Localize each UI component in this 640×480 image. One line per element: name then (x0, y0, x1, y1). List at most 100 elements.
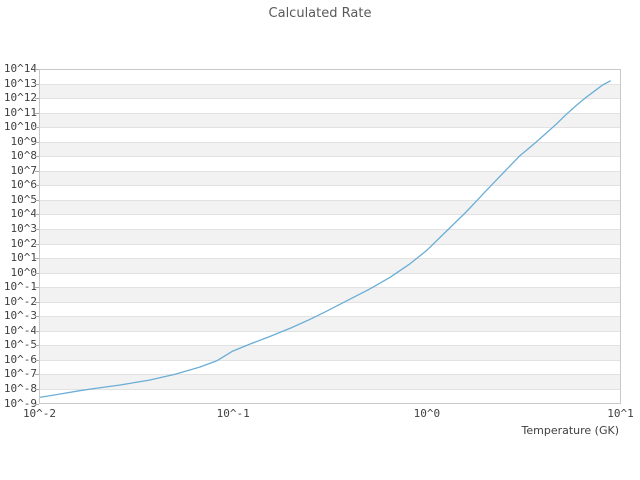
y-tick-label: 10^7 (10, 163, 38, 177)
y-tick-mark (35, 228, 39, 230)
x-tick-label: 10^0 (413, 407, 441, 420)
y-tick-label: 10^2 (10, 236, 38, 250)
y-tick-mark (35, 316, 39, 318)
y-tick-label: 10^3 (10, 221, 38, 235)
grid-band (39, 199, 621, 215)
y-tick-mark (35, 112, 39, 114)
y-gridline (39, 359, 621, 361)
y-gridline (39, 345, 621, 347)
y-tick-mark (35, 127, 39, 129)
y-tick-label: 10^6 (10, 178, 38, 192)
y-tick-label: 10^-6 (3, 352, 37, 366)
y-tick-label: 10^-7 (3, 367, 37, 381)
grid-band (39, 243, 621, 259)
grid-band (39, 258, 621, 273)
grid-band (39, 214, 621, 229)
y-gridline (39, 127, 621, 129)
grid-band (39, 374, 621, 389)
grid-band (39, 316, 621, 331)
y-tick-label: 10^4 (10, 207, 38, 221)
y-gridline (39, 374, 621, 376)
grid-band (39, 127, 621, 142)
y-tick-mark (35, 98, 39, 100)
y-tick-mark (35, 301, 39, 303)
x-tick-label: 10^1 (607, 407, 634, 420)
y-tick-mark (35, 345, 39, 347)
y-tick-label: 10^-2 (3, 294, 37, 308)
x-tick-label: 10^-1 (216, 407, 250, 420)
y-tick-label: 10^13 (3, 76, 37, 90)
y-tick-mark (35, 243, 39, 245)
grid-band (39, 345, 621, 360)
y-tick-mark (35, 69, 39, 70)
grid-band (39, 330, 621, 346)
y-tick-mark (35, 199, 39, 201)
y-tick-label: 10^9 (10, 134, 38, 148)
y-tick-label: 10^-4 (3, 323, 37, 337)
y-gridline (39, 243, 621, 245)
y-gridline (39, 388, 621, 390)
y-tick-mark (35, 403, 39, 405)
y-tick-mark (35, 214, 39, 216)
y-gridline (39, 287, 621, 289)
y-tick-mark (35, 272, 39, 274)
grid-band (39, 228, 621, 244)
grid-band (39, 185, 621, 200)
grid-band (39, 388, 621, 404)
grid-band (39, 359, 621, 375)
y-gridline (39, 112, 621, 114)
y-gridline (39, 185, 621, 187)
y-gridline (39, 141, 621, 143)
y-tick-mark (35, 141, 39, 143)
grid-band (39, 141, 621, 157)
y-tick-label: 10^1 (10, 251, 38, 265)
y-tick-mark (35, 185, 39, 187)
y-gridline (39, 258, 621, 260)
y-gridline (39, 272, 621, 274)
rate-curve (39, 80, 611, 399)
y-tick-label: 10^-5 (3, 338, 37, 352)
chart-title: Calculated Rate (268, 6, 372, 21)
grid-band (39, 272, 621, 288)
y-tick-label: 10^5 (10, 192, 38, 206)
y-tick-label: 10^14 (3, 62, 37, 75)
y-tick-label: 10^-8 (3, 381, 37, 395)
y-tick-label: 10^10 (3, 120, 37, 134)
y-tick-mark (35, 330, 39, 332)
y-gridline (39, 214, 621, 216)
y-tick-mark (35, 170, 39, 172)
y-gridline (39, 228, 621, 230)
grid-band (39, 156, 621, 171)
y-gridline (39, 170, 621, 172)
grid-band (39, 83, 621, 99)
y-gridline (39, 98, 621, 100)
y-tick-label: 10^11 (3, 105, 37, 119)
y-tick-label: 10^-1 (3, 280, 37, 294)
grid-band (39, 170, 621, 186)
grid-band (39, 112, 621, 128)
y-tick-mark (35, 156, 39, 158)
y-gridline (39, 83, 621, 85)
y-tick-mark (35, 374, 39, 376)
y-tick-label: 10^-3 (3, 309, 37, 323)
grid-band (39, 287, 621, 302)
y-gridline (39, 199, 621, 201)
grid-band (39, 98, 621, 113)
y-tick-label: 10^12 (3, 91, 37, 105)
x-axis-label: Temperature (GK) (521, 424, 620, 437)
grid-band (39, 69, 621, 84)
y-tick-mark (35, 388, 39, 390)
y-tick-mark (35, 287, 39, 289)
y-gridline (39, 301, 621, 303)
y-gridline (39, 330, 621, 332)
y-gridline (39, 316, 621, 318)
rate-line (39, 80, 611, 399)
x-tick-label: 10^-2 (22, 407, 57, 420)
y-tick-label: 10^8 (10, 149, 38, 163)
y-tick-label: 10^0 (10, 265, 38, 279)
y-tick-mark (35, 359, 39, 361)
y-tick-label: 10^-9 (3, 396, 37, 410)
y-tick-mark (35, 83, 39, 85)
plot-area (39, 69, 621, 404)
y-gridline (39, 156, 621, 158)
